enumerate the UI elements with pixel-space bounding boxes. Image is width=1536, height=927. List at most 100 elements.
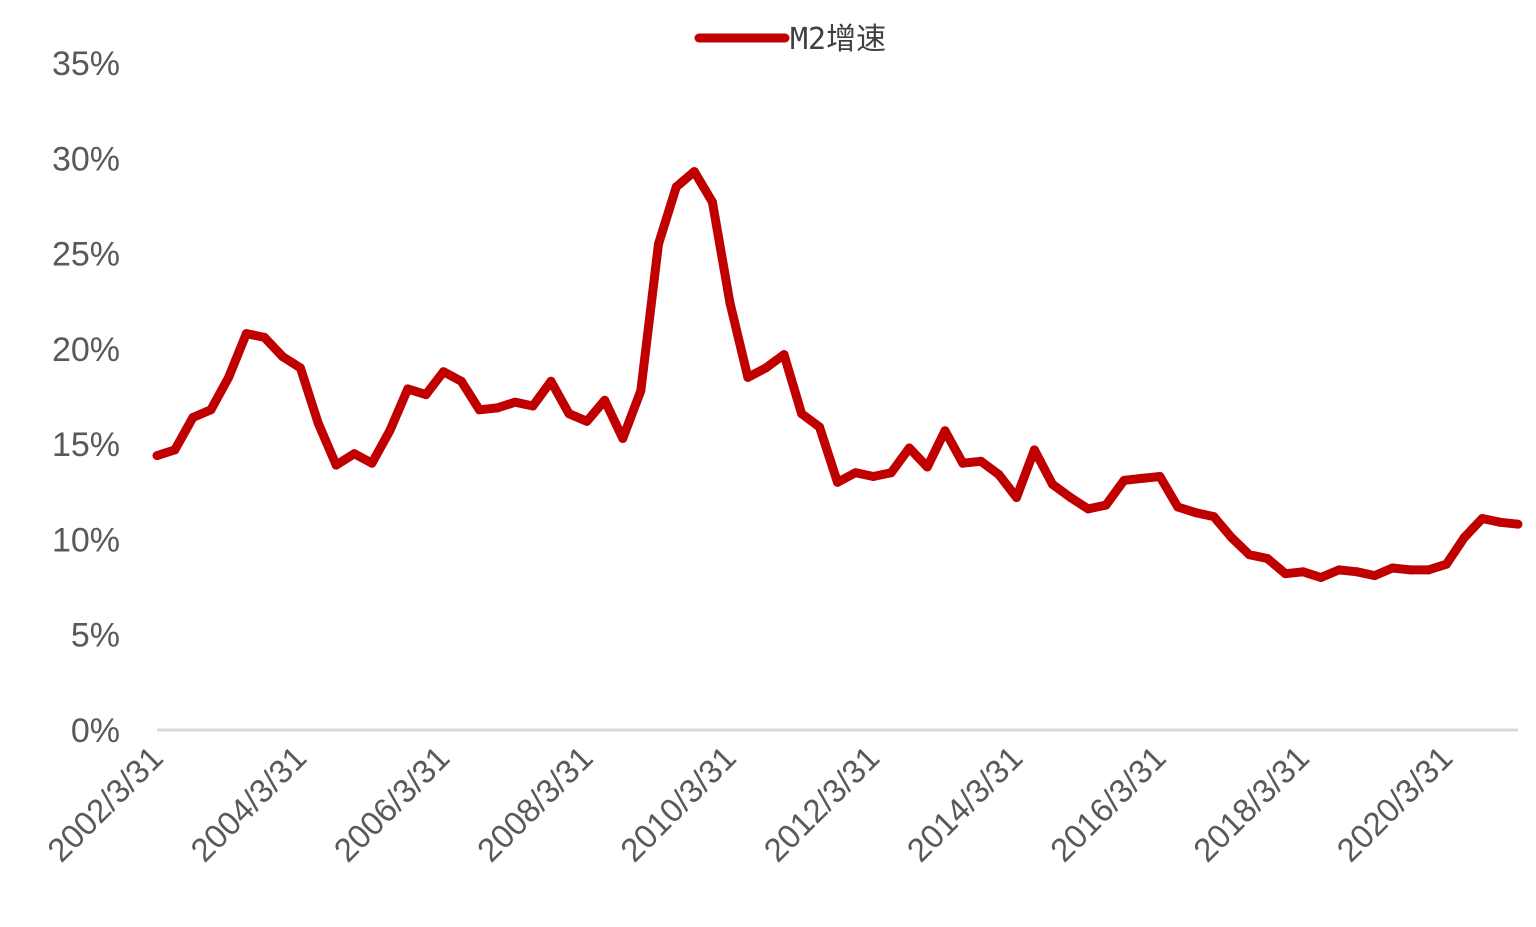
data-point [152, 451, 162, 461]
data-point [1191, 508, 1201, 518]
x-tick-label: 2002/3/31 [40, 739, 170, 869]
data-point [456, 376, 466, 386]
data-point [743, 372, 753, 382]
data-point [582, 416, 592, 426]
data-point [1280, 569, 1290, 579]
data-point [779, 350, 789, 360]
legend: M2增速 [694, 22, 886, 57]
data-point [1066, 493, 1075, 502]
data-point [958, 458, 968, 468]
data-point [1406, 565, 1415, 575]
data-point [886, 468, 896, 478]
data-point [976, 456, 986, 466]
data-point [851, 468, 860, 478]
data-point [367, 458, 377, 468]
data-point [1459, 533, 1469, 542]
data-point [1424, 565, 1434, 575]
data-point [510, 397, 520, 407]
x-tick-label: 2006/3/31 [326, 739, 456, 869]
data-point [725, 298, 735, 308]
data-point [1227, 533, 1236, 542]
data-point [1083, 504, 1093, 514]
x-axis-labels: 2002/3/31 2004/3/31 2006/3/31 2008/3/31 2010… [40, 739, 1459, 869]
data-point [295, 363, 305, 373]
y-tick-label: 15% [52, 426, 120, 464]
data-point [1388, 563, 1397, 573]
y-tick-label: 30% [52, 140, 120, 178]
data-point [564, 409, 574, 419]
data-point [1173, 502, 1183, 512]
x-tick-label: 2020/3/31 [1329, 739, 1459, 869]
data-point [1029, 445, 1039, 455]
data-point [331, 460, 341, 470]
data-point [474, 405, 484, 415]
data-point [922, 462, 932, 472]
data-point [224, 372, 234, 382]
data-point [1262, 554, 1272, 563]
data-point [689, 167, 699, 177]
data-point [636, 386, 646, 396]
data-point [439, 367, 448, 377]
data-point [1513, 519, 1523, 529]
data-point [1352, 567, 1362, 577]
data-point [349, 449, 359, 459]
data-point [385, 426, 395, 436]
data-point [1209, 512, 1219, 522]
data-point [403, 384, 413, 394]
data-point [170, 445, 180, 455]
data-point [904, 443, 914, 453]
data-point [1334, 565, 1344, 575]
data-point [868, 472, 878, 481]
data-point [797, 409, 807, 419]
x-tick-label: 2014/3/31 [900, 739, 1030, 869]
y-tick-label: 0% [71, 712, 120, 750]
data-point [241, 329, 251, 339]
data-point [313, 418, 323, 428]
data-point [1012, 493, 1021, 502]
data-point [761, 363, 771, 373]
data-point [1101, 500, 1111, 510]
data-point [1316, 573, 1326, 582]
data-point [421, 390, 431, 400]
data-point [707, 197, 717, 207]
legend-label: M2增速 [790, 22, 886, 57]
y-tick-label: 25% [52, 236, 120, 274]
data-point [1495, 517, 1505, 527]
data-point [546, 376, 556, 386]
data-point [1477, 514, 1487, 523]
data-point [600, 395, 610, 405]
data-point [1155, 472, 1165, 481]
y-axis-labels: 0% 5% 10% 15% 20% 25% 30% 35% [52, 45, 120, 750]
data-point [1119, 475, 1129, 485]
x-tick-label: 2008/3/31 [470, 739, 600, 869]
data-point [278, 352, 287, 361]
y-tick-label: 10% [52, 521, 120, 559]
data-point [671, 182, 681, 192]
data-point [940, 426, 950, 436]
data-point [528, 401, 538, 411]
data-point [260, 332, 269, 342]
data-point [1441, 559, 1451, 569]
data-point [1137, 473, 1147, 483]
data-point [1370, 571, 1380, 581]
data-point [206, 405, 216, 415]
data-point [654, 239, 663, 249]
x-tick-label: 2016/3/31 [1043, 739, 1173, 869]
x-tick-label: 2004/3/31 [183, 739, 313, 869]
data-point [618, 433, 628, 443]
data-point [1244, 550, 1254, 560]
data-point [1047, 479, 1057, 489]
series-line-m2 [155, 167, 1519, 582]
data-point [994, 470, 1004, 480]
series-group [152, 167, 1523, 582]
x-tick-label: 2018/3/31 [1186, 739, 1316, 869]
y-tick-label: 35% [52, 45, 120, 83]
y-tick-label: 20% [52, 331, 120, 369]
data-point [1298, 567, 1308, 577]
x-tick-label: 2010/3/31 [613, 739, 743, 869]
data-point [188, 413, 198, 422]
data-point [815, 422, 824, 432]
x-tick-label: 2012/3/31 [756, 739, 886, 869]
y-tick-label: 5% [71, 617, 120, 655]
